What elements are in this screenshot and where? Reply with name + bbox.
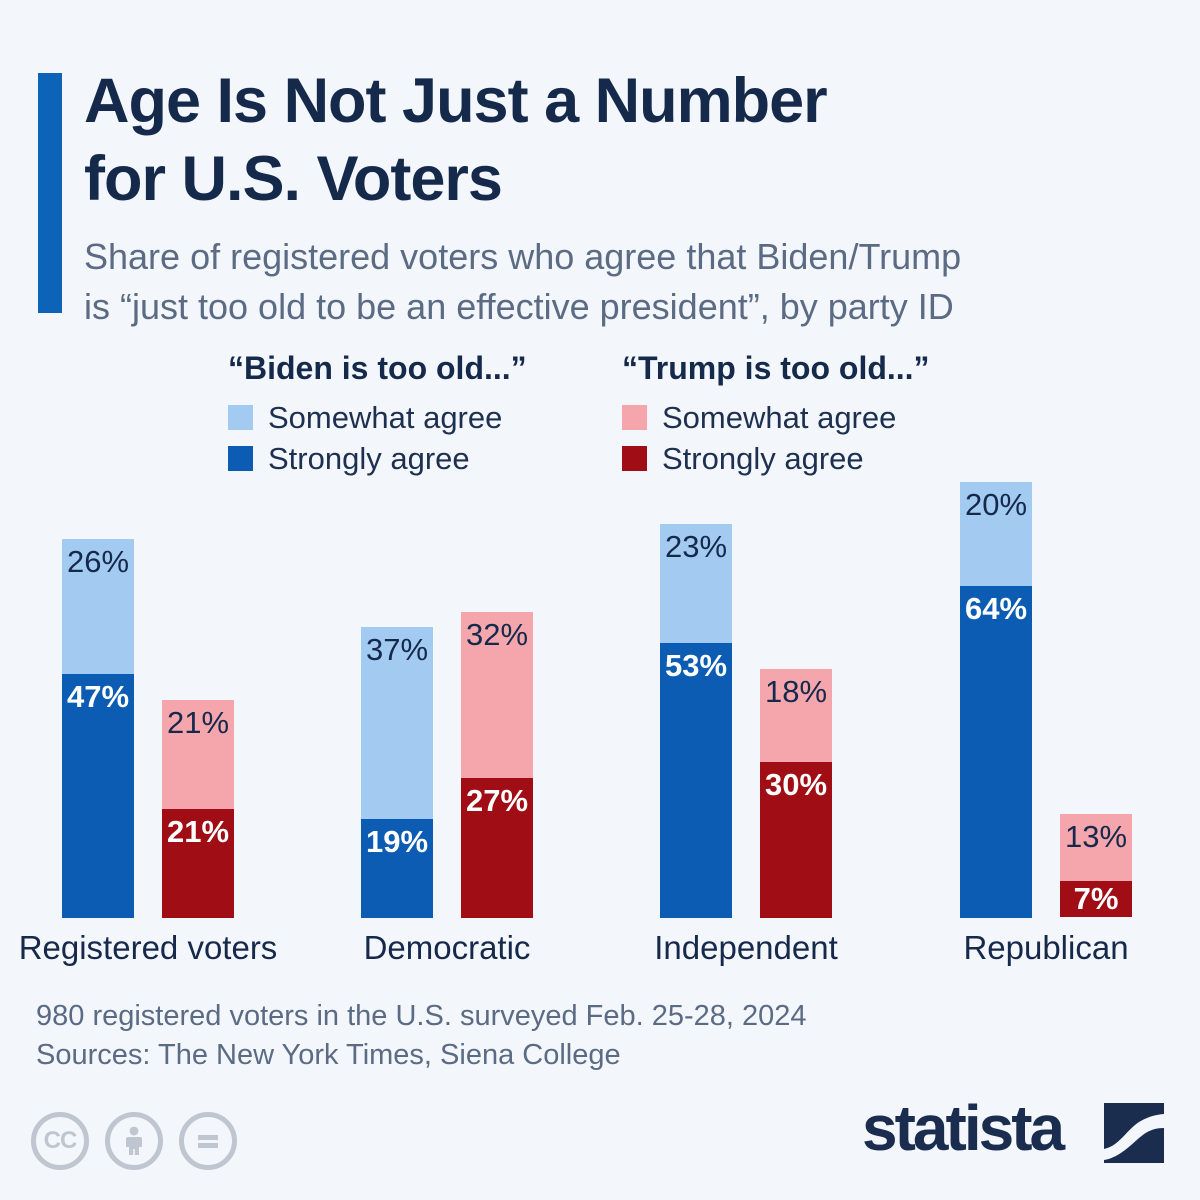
bar-segment: 19%: [361, 819, 433, 918]
nd-equals-glyph: [198, 1135, 218, 1148]
bar-stack: 13% 7%: [1060, 814, 1132, 917]
bar-stack: 23% 53%: [660, 524, 732, 918]
bar-stack: 21% 21%: [162, 700, 234, 918]
legend-biden-header: “Biden is too old...”: [228, 350, 527, 386]
legend-item-label: Somewhat agree: [268, 400, 503, 435]
bar-value-label: 7%: [1073, 881, 1119, 916]
legend-item: Strongly agree: [622, 443, 930, 474]
title-line-2: for U.S. Voters: [84, 144, 503, 215]
legend-trump-header: “Trump is too old...”: [622, 350, 930, 386]
nd-equals-icon: [179, 1112, 237, 1170]
legend-biden: “Biden is too old...” Somewhat agree Str…: [228, 350, 527, 484]
by-person-glyph: [126, 1126, 142, 1155]
bar-value-label: 21%: [166, 814, 230, 849]
chart-subtitle: Share of registered voters who agree tha…: [84, 232, 961, 332]
bar-stack: 37% 19%: [361, 627, 433, 918]
by-person-icon: [105, 1112, 163, 1170]
legend-item: Somewhat agree: [228, 402, 527, 433]
bar-value-label: 32%: [465, 617, 529, 652]
statista-logo-icon: [1104, 1103, 1164, 1168]
bar-segment: 7%: [1060, 881, 1132, 917]
category-label: Democratic: [363, 929, 531, 966]
bar-value-label: 37%: [365, 632, 429, 667]
bar-stack: 26% 47%: [62, 539, 134, 918]
bar-value-label: 64%: [964, 591, 1028, 626]
biden-strongly-swatch-icon: [228, 446, 253, 471]
legend-item-label: Strongly agree: [662, 441, 864, 476]
bar-value-label: 20%: [964, 487, 1028, 522]
subtitle-line-1: Share of registered voters who agree tha…: [84, 236, 962, 277]
bar-value-label: 21%: [166, 705, 230, 740]
category-label: Republican: [963, 929, 1129, 966]
bar-segment: 20%: [960, 482, 1032, 586]
bar-value-label: 27%: [465, 783, 529, 818]
legend-item-label: Strongly agree: [268, 441, 470, 476]
subtitle-line-2: is “just too old to be an effective pres…: [84, 286, 954, 328]
biden-somewhat-swatch-icon: [228, 405, 253, 430]
category-label: Registered voters: [18, 929, 278, 966]
survey-note: 980 registered voters in the U.S. survey…: [36, 1000, 807, 1032]
bar-segment: 53%: [660, 643, 732, 918]
bar-value-label: 30%: [764, 767, 828, 802]
bar-segment: 64%: [960, 586, 1032, 918]
bar-segment: 18%: [760, 669, 832, 762]
bar-segment: 37%: [361, 627, 433, 819]
category-label: Independent: [654, 929, 838, 966]
page-title: Age Is Not Just a Number for U.S. Voters: [84, 62, 828, 218]
title-line-1: Age Is Not Just a Number: [84, 66, 828, 136]
bar-segment: 21%: [162, 809, 234, 918]
legend-item-label: Somewhat agree: [662, 400, 897, 435]
bar-segment: 13%: [1060, 814, 1132, 881]
legend-item: Strongly agree: [228, 443, 527, 474]
bar-stack: 20% 64%: [960, 482, 1032, 918]
bar-value-label: 26%: [66, 544, 130, 579]
bar-value-label: 13%: [1064, 819, 1128, 854]
bar-value-label: 47%: [66, 679, 130, 714]
bar-segment: 21%: [162, 700, 234, 809]
bar-segment: 32%: [461, 612, 533, 778]
trump-somewhat-swatch-icon: [622, 405, 647, 430]
bar-value-label: 19%: [365, 824, 429, 859]
title-accent-bar: [38, 73, 62, 313]
sources-line: Sources: The New York Times, Siena Colle…: [36, 1039, 621, 1071]
cc-icon: CC: [31, 1112, 89, 1170]
bar-value-label: 53%: [664, 648, 728, 683]
bar-segment: 47%: [62, 674, 134, 918]
bar-value-label: 18%: [764, 674, 828, 709]
bar-value-label: 23%: [664, 529, 728, 564]
trump-strongly-swatch-icon: [622, 446, 647, 471]
bar-segment: 23%: [660, 524, 732, 643]
bar-segment: 27%: [461, 778, 533, 918]
bar-segment: 30%: [760, 762, 832, 918]
bar-segment: 26%: [62, 539, 134, 674]
bar-stack: 18% 30%: [760, 669, 832, 918]
bar-stack: 32% 27%: [461, 612, 533, 918]
legend-trump: “Trump is too old...” Somewhat agree Str…: [622, 350, 930, 484]
statista-wordmark: statista: [862, 1092, 1065, 1164]
legend-item: Somewhat agree: [622, 402, 930, 433]
cc-icon-label: CC: [43, 1127, 78, 1154]
